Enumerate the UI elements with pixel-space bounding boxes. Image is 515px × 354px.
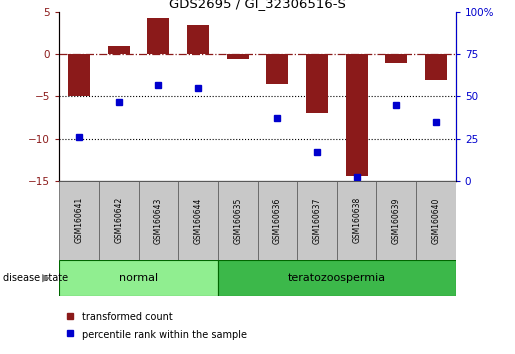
Bar bbox=[266, 55, 288, 84]
Bar bbox=[99, 181, 139, 260]
Bar bbox=[218, 181, 258, 260]
Bar bbox=[218, 260, 456, 296]
Text: transformed count: transformed count bbox=[82, 312, 173, 322]
Text: GSM160643: GSM160643 bbox=[154, 197, 163, 244]
Text: GSM160635: GSM160635 bbox=[233, 197, 242, 244]
Bar bbox=[337, 181, 376, 260]
Text: GSM160637: GSM160637 bbox=[313, 197, 321, 244]
Text: GSM160641: GSM160641 bbox=[75, 197, 83, 244]
Bar bbox=[297, 181, 337, 260]
Text: GSM160639: GSM160639 bbox=[392, 197, 401, 244]
Bar bbox=[416, 181, 456, 260]
Bar bbox=[376, 181, 416, 260]
Bar bbox=[68, 55, 90, 97]
Bar bbox=[385, 55, 407, 63]
Text: percentile rank within the sample: percentile rank within the sample bbox=[82, 330, 247, 339]
Text: GSM160644: GSM160644 bbox=[194, 197, 202, 244]
Bar bbox=[258, 181, 297, 260]
Text: ▶: ▶ bbox=[42, 273, 50, 283]
Text: normal: normal bbox=[119, 273, 158, 283]
Bar bbox=[227, 55, 249, 59]
Bar bbox=[306, 55, 328, 113]
Bar bbox=[139, 181, 178, 260]
Text: teratozoospermia: teratozoospermia bbox=[288, 273, 386, 283]
Bar bbox=[59, 181, 99, 260]
Bar bbox=[147, 18, 169, 55]
Text: GSM160640: GSM160640 bbox=[432, 197, 440, 244]
Text: GSM160638: GSM160638 bbox=[352, 197, 361, 244]
Title: GDS2695 / GI_32306516-S: GDS2695 / GI_32306516-S bbox=[169, 0, 346, 10]
Text: disease state: disease state bbox=[3, 273, 67, 283]
Bar bbox=[425, 55, 447, 80]
Bar bbox=[178, 181, 218, 260]
Text: GSM160642: GSM160642 bbox=[114, 197, 123, 244]
Bar bbox=[187, 25, 209, 55]
Bar bbox=[59, 260, 218, 296]
Bar bbox=[346, 55, 368, 176]
Bar bbox=[108, 46, 130, 55]
Text: GSM160636: GSM160636 bbox=[273, 197, 282, 244]
